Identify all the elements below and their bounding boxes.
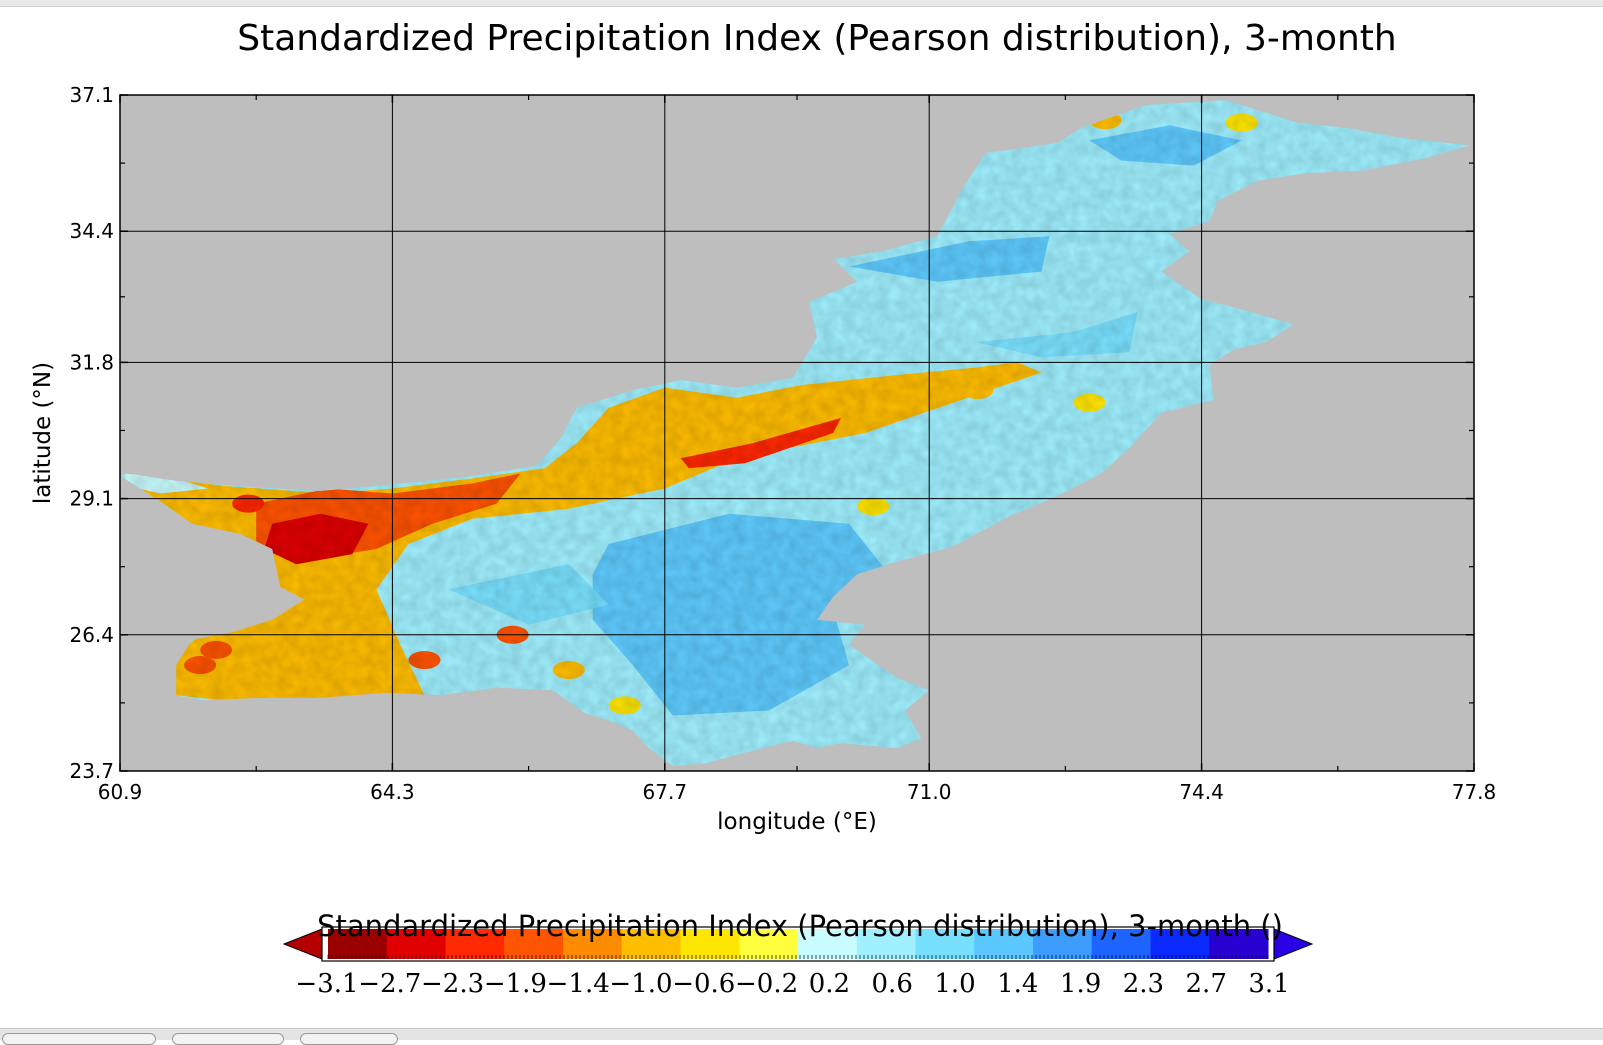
region-western-balochistan: [128, 362, 1042, 701]
colorbar-tick-label: −3.1: [295, 969, 358, 999]
colorbar: −3.1 −2.7 −2.3 −1.9 −1.4 −1.0 −0.6 −0.2 0.2 0.6 1.…: [282, 926, 1314, 999]
colorbar-tick-label: 3.1: [1248, 969, 1289, 999]
y-tick-label: 26.4: [69, 623, 114, 647]
colorbar-tick-label: 1.4: [997, 969, 1038, 999]
speck-12: [408, 651, 441, 670]
colorbar-tick-label: 2.7: [1186, 969, 1227, 999]
colorbar-tick-label: −1.4: [547, 969, 610, 999]
axes: 60.9 64.3 67.7 71.0 74.4 77.8 23.7 26.4 29.1 31.8…: [30, 83, 1496, 835]
colorbar-frame: [321, 926, 1275, 962]
speck-2: [200, 640, 233, 659]
colorbar-swatch: [445, 929, 505, 959]
colorbar-tick-label: 0.2: [809, 969, 850, 999]
colorbar-tick-label: −0.2: [735, 969, 798, 999]
speck-1: [184, 656, 217, 675]
x-tick-label: 74.4: [1179, 780, 1224, 804]
speck-9: [1225, 113, 1258, 132]
window-top-edge: [0, 0, 1603, 7]
colorbar-swatch: [1150, 929, 1210, 959]
y-axis-label: latitude (°N): [30, 362, 56, 504]
speck-11: [232, 494, 265, 513]
colorbar-swatch: [680, 929, 740, 959]
colorbar-tick-label: −0.6: [672, 969, 735, 999]
colorbar-swatch: [504, 929, 564, 959]
x-tick-label: 67.7: [643, 780, 688, 804]
colorbar-tick-label: −1.0: [609, 969, 672, 999]
colorbar-tick-label: 1.9: [1060, 969, 1101, 999]
speck-10: [961, 381, 994, 400]
bottom-tab-3[interactable]: [300, 1033, 398, 1045]
colorbar-swatch: [856, 929, 916, 959]
y-tick-label: 37.1: [69, 83, 114, 107]
speck-5: [608, 696, 641, 715]
region-red-streak: [680, 417, 842, 469]
colorbar-swatch: [974, 929, 1034, 959]
colorbar-tick-label: 2.3: [1123, 969, 1164, 999]
wet-patch-3: [977, 311, 1138, 358]
region-red-core: [264, 513, 369, 565]
x-tick-label: 64.3: [370, 780, 415, 804]
bottom-tab-2[interactable]: [172, 1033, 284, 1045]
colorbar-tick-label: −1.9: [484, 969, 547, 999]
wet-patch-4: [448, 564, 609, 625]
plot-frame: [119, 94, 1475, 772]
colorbar-swatch: [621, 929, 681, 959]
y-tick-label: 29.1: [69, 487, 114, 511]
colorbar-tick-label: −2.7: [358, 969, 421, 999]
colorbar-tick-label: −2.3: [421, 969, 484, 999]
colorbar-swatch: [915, 929, 975, 959]
speck-4: [552, 661, 585, 680]
colorbar-swatch: [1209, 929, 1269, 959]
y-tick-label: 31.8: [69, 350, 114, 374]
speck-6: [857, 497, 890, 516]
chart-title: Standardized Precipitation Index (Pearso…: [237, 18, 1397, 59]
window-bottom-bar: [0, 1028, 1603, 1040]
colorbar-swatch: [1033, 929, 1093, 959]
colorbar-swatch: [328, 929, 388, 959]
bottom-tab-1[interactable]: [2, 1033, 156, 1045]
speck-7: [1073, 393, 1106, 412]
wet-patch-1: [849, 236, 1050, 282]
colorbar-swatch: [739, 929, 799, 959]
x-axis-label: longitude (°E): [717, 809, 877, 835]
colorbar-swatch: [563, 929, 623, 959]
plot-area: [120, 95, 1474, 771]
colorbar-swatch: [1091, 929, 1151, 959]
colorbar-tick-label: 0.6: [872, 969, 913, 999]
wet-patch-0: [592, 513, 890, 716]
colorbar-tick-label: 1.0: [934, 969, 975, 999]
x-tick-label: 77.8: [1452, 780, 1497, 804]
region-west-tip: [124, 473, 209, 494]
wet-patch-2: [1089, 125, 1242, 166]
grid-lines: [120, 95, 1474, 771]
y-tick-label: 34.4: [69, 219, 114, 243]
x-tick-label: 60.9: [98, 780, 143, 804]
colorbar-title: Standardized Precipitation Index (Pearso…: [317, 909, 1283, 943]
colorbar-swatch: [798, 929, 858, 959]
spi-land-field: [120, 100, 1470, 766]
y-tick-label: 23.7: [69, 759, 114, 783]
x-tick-label: 71.0: [907, 780, 952, 804]
colorbar-swatch: [386, 929, 446, 959]
speck-0: [288, 645, 321, 664]
